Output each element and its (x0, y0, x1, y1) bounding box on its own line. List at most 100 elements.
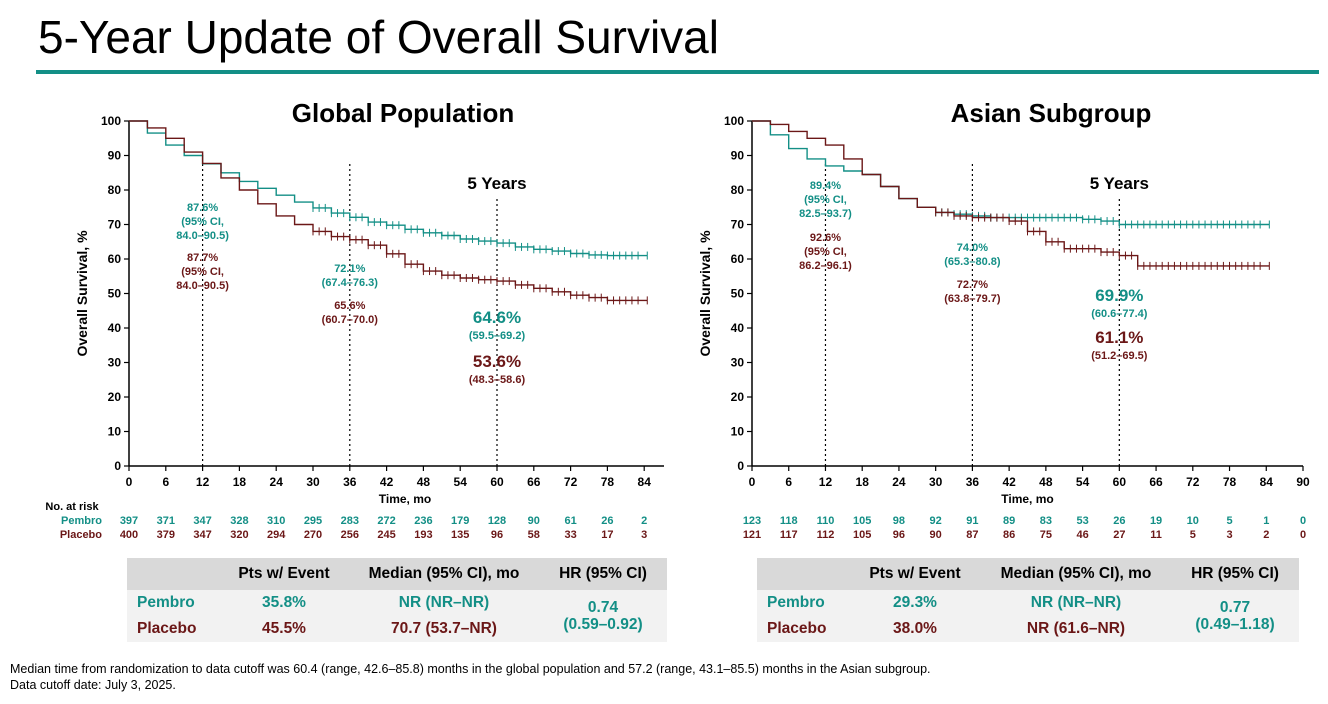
table-pembro-events: 35.8% (219, 590, 349, 616)
at-risk-pembro-value: 371 (157, 515, 175, 527)
y-tick-label: 90 (108, 149, 122, 163)
at-risk-placebo-value: 17 (601, 529, 613, 541)
pembro-annotation-ci: 84.0–90.5) (176, 230, 229, 242)
at-risk-placebo-value: 90 (930, 529, 942, 541)
table-row-pembro: Pembro 29.3% NR (NR–NR) 0.77 (0.49–1.18) (757, 590, 1299, 642)
at-risk-pembro-value: 328 (230, 515, 248, 527)
at-risk-pembro-value: 283 (341, 515, 359, 527)
x-tick-label: 78 (601, 475, 615, 489)
at-risk-pembro-value: 19 (1150, 515, 1162, 527)
x-tick-label: 72 (1186, 475, 1200, 489)
footnote: Median time from randomization to data c… (10, 661, 931, 693)
pembro-annotation-value: 72.1% (334, 263, 365, 275)
y-tick-label: 80 (731, 183, 745, 197)
at-risk-pembro-value: 128 (488, 515, 506, 527)
at-risk-pembro-value: 61 (564, 515, 576, 527)
at-risk-placebo-value: 121 (743, 529, 761, 541)
at-risk-placebo-value: 117 (780, 529, 798, 541)
table-hr-ci: (0.59–0.92) (563, 616, 643, 633)
x-tick-label: 54 (454, 475, 468, 489)
x-axis-label: Time, mo (1001, 492, 1053, 506)
table-arm-placebo: Placebo (757, 616, 849, 642)
at-risk-arm-placebo: Placebo (60, 529, 102, 541)
table-hr-value: 0.74 (587, 599, 619, 616)
placebo-annotation-value: 87.7% (187, 252, 218, 264)
table-header-blank (757, 558, 849, 590)
pembro-annotation-value: 87.6% (187, 202, 218, 214)
at-risk-placebo-value: 270 (304, 529, 322, 541)
y-tick-label: 30 (731, 356, 745, 370)
pembro-annotation-ci: (95% CI, (181, 216, 224, 228)
y-tick-label: 100 (724, 114, 744, 128)
at-risk-placebo-value: 5 (1190, 529, 1196, 541)
at-risk-pembro-value: 1 (1263, 515, 1269, 527)
at-risk-placebo-value: 193 (414, 529, 432, 541)
at-risk-placebo-value: 379 (157, 529, 175, 541)
at-risk-placebo-value: 3 (1226, 529, 1232, 541)
at-risk-pembro-value: 295 (304, 515, 322, 527)
placebo-annotation-value: 53.6% (473, 352, 521, 371)
chart-title: Asian Subgroup (951, 98, 1152, 128)
x-tick-label: 48 (417, 475, 431, 489)
x-tick-label: 36 (343, 475, 357, 489)
placebo-annotation-ci: (95% CI, (181, 266, 224, 278)
pembro-annotation-ci: (59.5–69.2) (469, 330, 526, 342)
at-risk-placebo-value: 75 (1040, 529, 1052, 541)
at-risk-arm-pembro: Pembro (61, 515, 102, 527)
table-hr: 0.77 (0.49–1.18) (1171, 590, 1299, 642)
at-risk-label: No. at risk (45, 501, 99, 513)
table-pembro-events: 29.3% (849, 590, 981, 616)
table-pembro-median: NR (NR–NR) (349, 590, 539, 616)
y-tick-label: 0 (737, 459, 744, 473)
at-risk-placebo-value: 86 (1003, 529, 1015, 541)
x-tick-label: 60 (490, 475, 504, 489)
at-risk-pembro-value: 92 (930, 515, 942, 527)
pembro-annotation-value: 69.9% (1095, 286, 1143, 305)
table-header-events: Pts w/ Event (849, 558, 981, 590)
table-pembro-median: NR (NR–NR) (981, 590, 1171, 616)
summary-table-asian: Pts w/ Event Median (95% CI), mo HR (95%… (757, 558, 1299, 642)
table-header-row: Pts w/ Event Median (95% CI), mo HR (95%… (757, 558, 1299, 590)
five-year-label: 5 Years (1090, 174, 1149, 193)
placebo-annotation-ci: (51.2–69.5) (1091, 350, 1148, 362)
x-tick-label: 24 (892, 475, 906, 489)
at-risk-placebo-value: 11 (1150, 529, 1162, 541)
at-risk-pembro-value: 347 (193, 515, 211, 527)
table-hr: 0.74 (0.59–0.92) (539, 590, 667, 642)
x-tick-label: 12 (819, 475, 833, 489)
y-tick-label: 90 (731, 149, 745, 163)
at-risk-placebo-value: 245 (377, 529, 395, 541)
x-tick-label: 24 (270, 475, 284, 489)
table-row-pembro: Pembro 35.8% NR (NR–NR) 0.74 (0.59–0.92) (127, 590, 667, 642)
x-tick-label: 54 (1076, 475, 1090, 489)
y-tick-label: 60 (108, 252, 122, 266)
pembro-annotation-ci: (67.4–76.3) (322, 277, 379, 289)
title-rule (36, 70, 1319, 74)
y-tick-label: 10 (731, 425, 745, 439)
at-risk-pembro-value: 2 (641, 515, 647, 527)
x-tick-label: 6 (162, 475, 169, 489)
at-risk-placebo-value: 27 (1113, 529, 1125, 541)
x-tick-label: 42 (380, 475, 394, 489)
page-title: 5-Year Update of Overall Survival (38, 11, 719, 63)
y-tick-label: 40 (731, 321, 745, 335)
at-risk-placebo-value: 87 (966, 529, 978, 541)
table-header-row: Pts w/ Event Median (95% CI), mo HR (95%… (127, 558, 667, 590)
y-tick-label: 40 (108, 321, 122, 335)
table-header-hr: HR (95% CI) (539, 558, 667, 590)
at-risk-placebo-value: 46 (1076, 529, 1088, 541)
placebo-annotation-ci: 84.0–90.5) (176, 280, 229, 292)
at-risk-placebo-value: 33 (564, 529, 576, 541)
y-tick-label: 70 (731, 218, 745, 232)
at-risk-placebo-value: 256 (341, 529, 359, 541)
pembro-annotation-ci: (60.6–77.4) (1091, 308, 1148, 320)
table-placebo-events: 38.0% (849, 616, 981, 642)
at-risk-pembro-value: 179 (451, 515, 469, 527)
at-risk-pembro-value: 91 (966, 515, 978, 527)
x-tick-label: 90 (1296, 475, 1310, 489)
at-risk-pembro-value: 236 (414, 515, 432, 527)
y-tick-label: 80 (108, 183, 122, 197)
table-placebo-median: 70.7 (53.7–NR) (349, 616, 539, 642)
at-risk-placebo-value: 2 (1263, 529, 1269, 541)
